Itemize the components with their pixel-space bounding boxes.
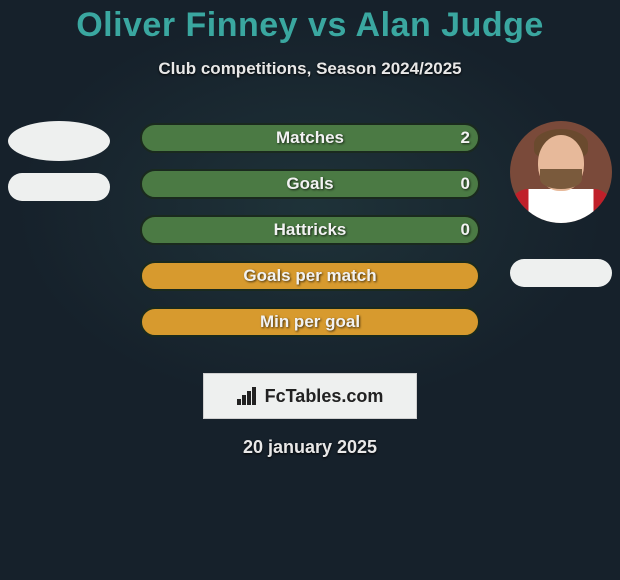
player-left-avatar-placeholder [8,121,110,161]
player-left [4,121,114,201]
source-logo: FcTables.com [203,373,417,419]
stat-value-right: 0 [461,215,470,245]
stat-row: Hattricks0 [140,215,480,245]
player-right-beard [540,169,582,189]
content: Oliver Finney vs Alan Judge Club competi… [0,0,620,458]
player-right-kit [510,189,612,223]
player-right-avatar [510,121,612,223]
page-title: Oliver Finney vs Alan Judge [0,0,620,45]
subtitle: Club competitions, Season 2024/2025 [0,59,620,79]
player-left-name-pill [8,173,110,201]
date-text: 20 january 2025 [0,437,620,458]
player-right [506,121,616,287]
stat-row: Goals0 [140,169,480,199]
stat-row: Min per goal [140,307,480,337]
stat-label: Goals [140,169,480,199]
player-right-name-pill [510,259,612,287]
stat-label: Hattricks [140,215,480,245]
stat-row: Matches2 [140,123,480,153]
stat-value-right: 2 [461,123,470,153]
stat-value-right: 0 [461,169,470,199]
stat-label: Goals per match [140,261,480,291]
stat-bars: Matches2Goals0Hattricks0Goals per matchM… [140,123,480,353]
barchart-icon [237,387,259,405]
stat-label: Min per goal [140,307,480,337]
stat-row: Goals per match [140,261,480,291]
source-logo-text: FcTables.com [265,386,384,407]
comparison-arena: Matches2Goals0Hattricks0Goals per matchM… [0,123,620,353]
stat-label: Matches [140,123,480,153]
